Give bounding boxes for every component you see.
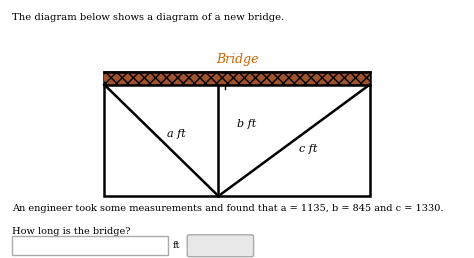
Text: c ft: c ft — [300, 144, 318, 154]
Text: Preview: Preview — [201, 241, 240, 250]
Bar — [104, 72, 370, 196]
Text: An engineer took some measurements and found that a = 1135, b = 845 and c = 1330: An engineer took some measurements and f… — [12, 204, 443, 213]
Text: ft: ft — [173, 241, 181, 250]
FancyBboxPatch shape — [187, 235, 254, 257]
Text: Bridge: Bridge — [216, 53, 258, 66]
Text: The diagram below shows a diagram of a new bridge.: The diagram below shows a diagram of a n… — [12, 13, 284, 22]
Text: b ft: b ft — [237, 119, 256, 129]
Text: How long is the bridge?: How long is the bridge? — [12, 227, 130, 236]
Text: a ft: a ft — [166, 129, 185, 139]
Bar — [104, 72, 370, 85]
Bar — [12, 236, 168, 255]
